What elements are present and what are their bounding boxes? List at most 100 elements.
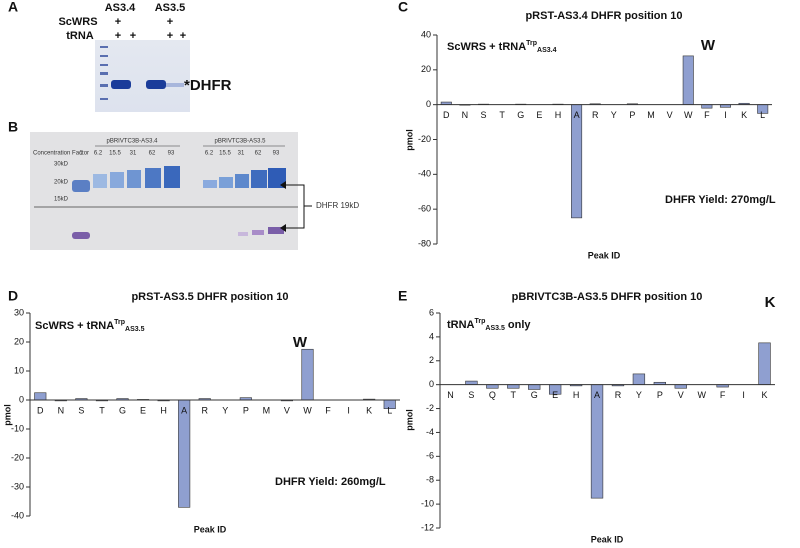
y-axis-label: pmol xyxy=(404,129,414,151)
y-tick-label: -20 xyxy=(418,134,431,144)
x-tick-label: K xyxy=(762,390,768,400)
x-tick-label: W xyxy=(697,390,706,400)
plus-mark: + xyxy=(167,16,173,28)
x-tick-label: Y xyxy=(611,110,617,120)
band-label: *DHFR xyxy=(184,77,232,94)
x-tick-label: I xyxy=(724,110,727,120)
y-tick-label: -10 xyxy=(11,423,24,433)
condition-sup: Trp xyxy=(526,40,537,47)
marker-label: 15kD xyxy=(54,197,69,203)
group-label: pBRIVTC3B-AS3.4 xyxy=(106,139,158,145)
y-tick-label: -2 xyxy=(426,403,434,413)
lane-label: 62 xyxy=(149,151,156,157)
y-tick-label: -40 xyxy=(418,169,431,179)
x-tick-label: H xyxy=(160,405,167,415)
x-tick-label: T xyxy=(511,390,517,400)
y-tick-label: 0 xyxy=(429,379,434,389)
y-tick-label: 10 xyxy=(14,365,24,375)
gel-a-band xyxy=(111,80,131,89)
bar xyxy=(178,399,191,508)
bar xyxy=(701,104,713,109)
x-tick-label: V xyxy=(678,390,684,400)
condition-label: ScWRS + tRNATrpAS3.5 xyxy=(35,319,145,333)
x-tick-label: A xyxy=(594,390,600,400)
lane-label: AS3.5 xyxy=(155,2,186,14)
x-tick-label: D xyxy=(443,110,450,120)
panel-letter: B xyxy=(8,119,18,135)
annotation: DHFR Yield: 260mg/L xyxy=(275,476,386,488)
lane-label: 1 xyxy=(79,151,83,157)
x-tick-label: Y xyxy=(222,405,228,415)
x-tick-label: V xyxy=(284,405,290,415)
x-tick-label: Q xyxy=(489,390,496,400)
panel-letter: A xyxy=(8,0,18,15)
x-tick-label: K xyxy=(366,405,372,415)
panel-letter: C xyxy=(398,0,408,15)
y-tick-label: 2 xyxy=(429,355,434,365)
bar xyxy=(758,342,771,385)
y-tick-label: -10 xyxy=(421,498,434,508)
y-tick-label: 0 xyxy=(426,99,431,109)
condition-sub: AS3.4 xyxy=(537,47,557,54)
chart-title: pRST-AS3.5 DHFR position 10 xyxy=(131,291,288,303)
gel-a-band xyxy=(166,83,184,87)
plus-mark: + xyxy=(115,30,121,42)
x-tick-label: S xyxy=(78,405,84,415)
gel-a-ladder xyxy=(100,46,108,100)
gel-b-bands xyxy=(72,166,286,239)
bar xyxy=(674,384,687,389)
condition-label: tRNATrpAS3.5 only xyxy=(447,318,531,332)
x-tick-label: E xyxy=(536,110,542,120)
x-tick-label: V xyxy=(667,110,673,120)
x-tick-label: W xyxy=(684,110,693,120)
gel-a-band xyxy=(146,80,166,89)
x-tick-label: P xyxy=(629,110,635,120)
lane-label: AS3.4 xyxy=(105,2,136,14)
y-tick-label: 6 xyxy=(429,307,434,317)
y-tick-label: -8 xyxy=(426,475,434,485)
condition-sub: AS3.5 xyxy=(485,325,505,332)
x-tick-label: G xyxy=(119,405,126,415)
x-tick-label: F xyxy=(325,405,331,415)
bar xyxy=(507,384,520,389)
gel-a-image xyxy=(95,40,190,112)
row-label: Concentration Factor xyxy=(33,151,89,157)
x-tick-label: S xyxy=(481,110,487,120)
lane-label: 93 xyxy=(168,151,175,157)
chart-title: pBRIVTC3B-AS3.5 DHFR position 10 xyxy=(512,291,703,303)
x-tick-label: K xyxy=(741,110,747,120)
x-axis-label: Peak ID xyxy=(194,524,227,534)
x-tick-label: F xyxy=(720,390,726,400)
condition-sup: Trp xyxy=(475,318,486,325)
y-tick-label: 30 xyxy=(14,307,24,317)
x-tick-label: I xyxy=(347,405,350,415)
lane-label: 31 xyxy=(238,151,245,157)
chart-title: pRST-AS3.4 DHFR position 10 xyxy=(525,10,682,22)
y-tick-label: 20 xyxy=(421,64,431,74)
y-tick-label: -80 xyxy=(418,238,431,248)
x-tick-label: P xyxy=(243,405,249,415)
plus-mark: + xyxy=(115,16,121,28)
x-tick-label: A xyxy=(181,405,187,415)
x-tick-label: A xyxy=(574,110,580,120)
y-tick-label: 4 xyxy=(429,331,434,341)
x-tick-label: D xyxy=(37,405,44,415)
bar xyxy=(465,380,478,385)
y-tick-label: -6 xyxy=(426,451,434,461)
y-tick-label: -60 xyxy=(418,204,431,214)
gel-b-arrows xyxy=(280,181,312,232)
x-tick-label: L xyxy=(387,405,392,415)
x-tick-label: P xyxy=(657,390,663,400)
x-tick-label: H xyxy=(555,110,562,120)
row-label: tRNA xyxy=(66,30,94,42)
lane-label: 15.5 xyxy=(219,151,231,157)
bar xyxy=(528,384,541,390)
lane-label: 31 xyxy=(130,151,137,157)
annotation: DHFR Yield: 270mg/L xyxy=(665,194,776,206)
panel-letter: D xyxy=(8,288,18,304)
bar xyxy=(682,55,694,105)
y-tick-label: -30 xyxy=(11,481,24,491)
y-tick-label: -40 xyxy=(11,510,24,520)
